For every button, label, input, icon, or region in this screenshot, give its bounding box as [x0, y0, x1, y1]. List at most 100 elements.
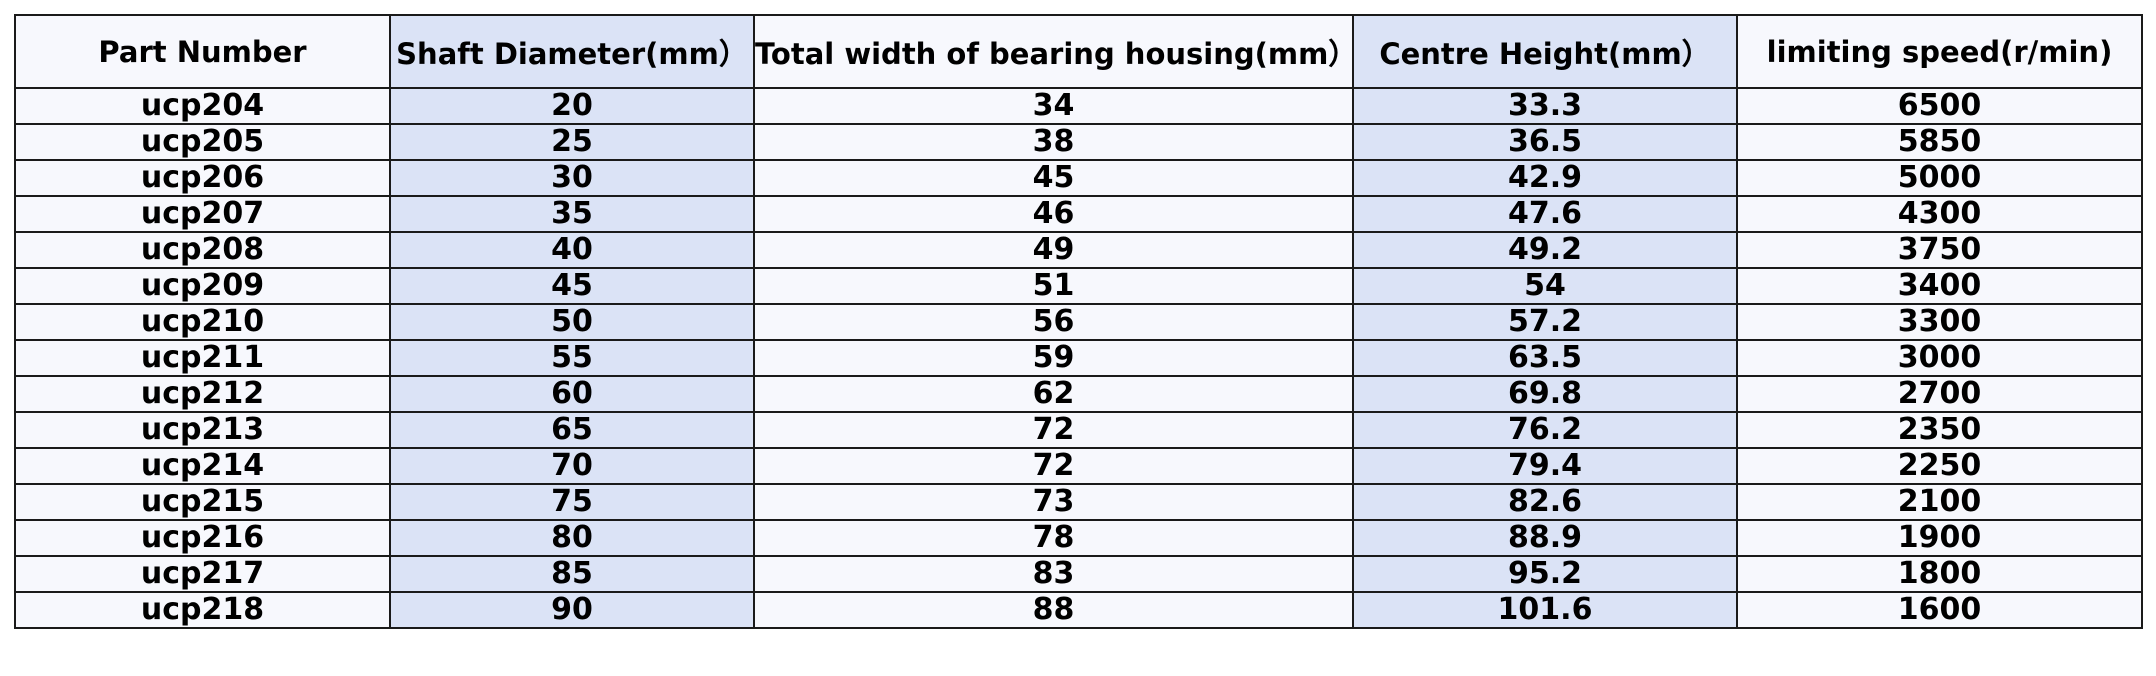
limiting-speed-cell: 1800	[1736, 555, 2143, 593]
part-number-cell: ucp208	[14, 231, 391, 269]
centre-height-cell: 49.2	[1352, 231, 1738, 269]
part-number-cell: ucp210	[14, 303, 391, 341]
shaft-diameter-cell: 25	[389, 123, 755, 161]
centre-height-cell: 79.4	[1352, 447, 1738, 485]
centre-height-cell: 47.6	[1352, 195, 1738, 233]
centre-height-cell: 63.5	[1352, 339, 1738, 377]
part-number-cell: ucp217	[14, 555, 391, 593]
centre-height-cell: 69.8	[1352, 375, 1738, 413]
table-row: ucp215 75 73 82.6 2100	[14, 483, 2143, 521]
shaft-diameter-cell: 70	[389, 447, 755, 485]
total-width-cell: 73	[753, 483, 1354, 521]
limiting-speed-cell: 2350	[1736, 411, 2143, 449]
centre-height-cell: 88.9	[1352, 519, 1738, 557]
header-part-number: Part Number	[14, 14, 391, 89]
table-row: ucp206 30 45 42.9 5000	[14, 159, 2143, 197]
shaft-diameter-cell: 35	[389, 195, 755, 233]
table-header: Part Number Shaft Diameter(mm） Total wid…	[14, 14, 2143, 89]
shaft-diameter-cell: 50	[389, 303, 755, 341]
shaft-diameter-cell: 60	[389, 375, 755, 413]
table-row: ucp218 90 88 101.6 1600	[14, 591, 2143, 629]
part-number-cell: ucp213	[14, 411, 391, 449]
centre-height-cell: 95.2	[1352, 555, 1738, 593]
header-centre-height: Centre Height(mm）	[1352, 14, 1738, 89]
limiting-speed-cell: 3400	[1736, 267, 2143, 305]
total-width-cell: 45	[753, 159, 1354, 197]
total-width-cell: 46	[753, 195, 1354, 233]
shaft-diameter-cell: 20	[389, 87, 755, 125]
total-width-cell: 83	[753, 555, 1354, 593]
limiting-speed-cell: 6500	[1736, 87, 2143, 125]
shaft-diameter-cell: 40	[389, 231, 755, 269]
table-row: ucp205 25 38 36.5 5850	[14, 123, 2143, 161]
limiting-speed-cell: 1900	[1736, 519, 2143, 557]
part-number-cell: ucp214	[14, 447, 391, 485]
centre-height-cell: 54	[1352, 267, 1738, 305]
table-row: ucp211 55 59 63.5 3000	[14, 339, 2143, 377]
centre-height-cell: 42.9	[1352, 159, 1738, 197]
total-width-cell: 51	[753, 267, 1354, 305]
part-number-cell: ucp218	[14, 591, 391, 629]
centre-height-cell: 82.6	[1352, 483, 1738, 521]
shaft-diameter-cell: 75	[389, 483, 755, 521]
table-body: ucp204 20 34 33.3 6500 ucp205 25 38 36.5 5850 ucp2…	[14, 87, 2143, 629]
table-row: ucp210 50 56 57.2 3300	[14, 303, 2143, 341]
table-row: ucp204 20 34 33.3 6500	[14, 87, 2143, 125]
part-number-cell: ucp211	[14, 339, 391, 377]
limiting-speed-cell: 5000	[1736, 159, 2143, 197]
limiting-speed-cell: 3000	[1736, 339, 2143, 377]
header-total-width: Total width of bearing housing(mm）	[753, 14, 1354, 89]
limiting-speed-cell: 2700	[1736, 375, 2143, 413]
table-row: ucp216 80 78 88.9 1900	[14, 519, 2143, 557]
limiting-speed-cell: 2100	[1736, 483, 2143, 521]
bearing-spec-table-wrapper: Part Number Shaft Diameter(mm） Total wid…	[14, 14, 2143, 629]
centre-height-cell: 33.3	[1352, 87, 1738, 125]
shaft-diameter-cell: 65	[389, 411, 755, 449]
shaft-diameter-cell: 90	[389, 591, 755, 629]
table-row: ucp207 35 46 47.6 4300	[14, 195, 2143, 233]
centre-height-cell: 76.2	[1352, 411, 1738, 449]
part-number-cell: ucp209	[14, 267, 391, 305]
bearing-spec-table: Part Number Shaft Diameter(mm） Total wid…	[14, 14, 2143, 629]
total-width-cell: 34	[753, 87, 1354, 125]
part-number-cell: ucp216	[14, 519, 391, 557]
table-row: ucp208 40 49 49.2 3750	[14, 231, 2143, 269]
total-width-cell: 62	[753, 375, 1354, 413]
total-width-cell: 78	[753, 519, 1354, 557]
shaft-diameter-cell: 55	[389, 339, 755, 377]
limiting-speed-cell: 3300	[1736, 303, 2143, 341]
table-row: ucp214 70 72 79.4 2250	[14, 447, 2143, 485]
total-width-cell: 88	[753, 591, 1354, 629]
table-row: ucp213 65 72 76.2 2350	[14, 411, 2143, 449]
shaft-diameter-cell: 85	[389, 555, 755, 593]
centre-height-cell: 101.6	[1352, 591, 1738, 629]
table-row: ucp217 85 83 95.2 1800	[14, 555, 2143, 593]
header-row: Part Number Shaft Diameter(mm） Total wid…	[14, 14, 2143, 89]
total-width-cell: 49	[753, 231, 1354, 269]
total-width-cell: 72	[753, 447, 1354, 485]
centre-height-cell: 36.5	[1352, 123, 1738, 161]
total-width-cell: 72	[753, 411, 1354, 449]
part-number-cell: ucp207	[14, 195, 391, 233]
part-number-cell: ucp206	[14, 159, 391, 197]
part-number-cell: ucp212	[14, 375, 391, 413]
limiting-speed-cell: 3750	[1736, 231, 2143, 269]
header-shaft-diameter: Shaft Diameter(mm）	[389, 14, 755, 89]
shaft-diameter-cell: 80	[389, 519, 755, 557]
part-number-cell: ucp215	[14, 483, 391, 521]
table-row: ucp209 45 51 54 3400	[14, 267, 2143, 305]
part-number-cell: ucp205	[14, 123, 391, 161]
limiting-speed-cell: 2250	[1736, 447, 2143, 485]
total-width-cell: 59	[753, 339, 1354, 377]
limiting-speed-cell: 4300	[1736, 195, 2143, 233]
total-width-cell: 56	[753, 303, 1354, 341]
header-limiting-speed: limiting speed(r/min)	[1736, 14, 2143, 89]
total-width-cell: 38	[753, 123, 1354, 161]
centre-height-cell: 57.2	[1352, 303, 1738, 341]
limiting-speed-cell: 5850	[1736, 123, 2143, 161]
table-row: ucp212 60 62 69.8 2700	[14, 375, 2143, 413]
limiting-speed-cell: 1600	[1736, 591, 2143, 629]
shaft-diameter-cell: 30	[389, 159, 755, 197]
part-number-cell: ucp204	[14, 87, 391, 125]
shaft-diameter-cell: 45	[389, 267, 755, 305]
